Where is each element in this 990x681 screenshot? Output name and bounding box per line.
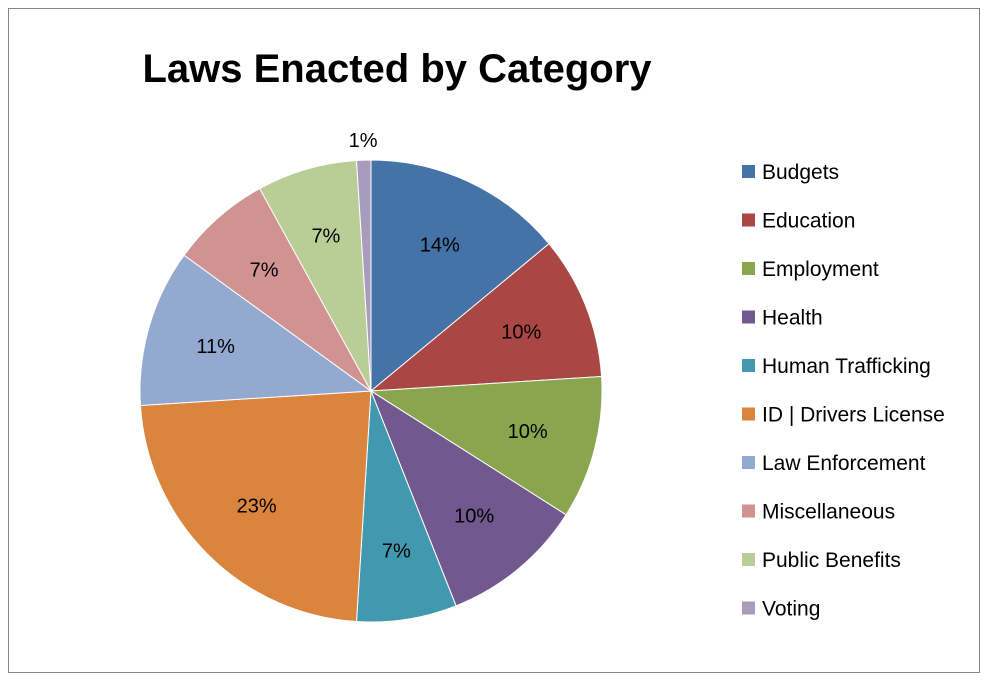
pie-slice-health [369, 389, 567, 607]
chart-frame: Laws Enacted by Category 14% 10% 10% 10% 7% 2… [8, 8, 980, 673]
pie-slice-employment [369, 375, 603, 516]
data-label-miscellaneous: 7% [250, 260, 279, 282]
pie-slice-voting [355, 159, 372, 392]
legend-swatch-budgets [742, 165, 755, 178]
legend-label-health: Health [762, 307, 823, 330]
legend-label-id-drivers-license: ID | Drivers License [762, 404, 945, 427]
legend-label-education: Education [762, 210, 855, 233]
data-label-id-drivers-license: 23% [237, 495, 277, 517]
pie-slice-id-drivers-license [139, 390, 372, 623]
legend-swatch-id-drivers-license [742, 407, 755, 421]
legend-swatch-health [742, 310, 755, 324]
pie-slice-human-trafficking [355, 390, 457, 623]
legend-label-public-benefits: Public Benefits [762, 549, 901, 572]
legend-swatch-education [742, 213, 755, 227]
data-label-law-enforcement: 11% [196, 336, 235, 358]
pie-slice-budgets [370, 159, 550, 393]
pie-slice-education [369, 243, 603, 392]
legend-swatch-miscellaneous [742, 504, 755, 518]
data-label-budgets: 14% [420, 235, 460, 257]
legend: Budgets Education Employment Health Human Tr… [742, 161, 945, 621]
data-label-voting: 1% [349, 130, 378, 152]
pie-slice-miscellaneous [183, 187, 372, 392]
legend-swatch-law-enforcement [742, 456, 755, 469]
legend-swatch-employment [742, 262, 755, 275]
pie-slice-public-benefits [259, 159, 372, 392]
legend-swatch-public-benefits [742, 553, 755, 566]
legend-swatch-voting [742, 601, 755, 615]
legend-swatch-human-trafficking [742, 359, 755, 372]
legend-label-employment: Employment [762, 258, 879, 281]
legend-label-budgets: Budgets [762, 161, 839, 184]
data-label-health: 10% [454, 506, 494, 528]
legend-label-miscellaneous: Miscellaneous [762, 501, 895, 524]
chart-title: Laws Enacted by Category [142, 47, 652, 91]
legend-label-human-trafficking: Human Trafficking [762, 355, 931, 378]
legend-label-voting: Voting [762, 598, 820, 621]
pie-chart: Laws Enacted by Category 14% 10% 10% 10% 7% 2… [139, 47, 945, 623]
pie-data-labels: 14% 10% 10% 10% 7% 23% 11% 7% 7% 1% [196, 130, 547, 563]
data-label-human-trafficking: 7% [382, 541, 411, 563]
pie-slice-law-enforcement [139, 254, 373, 407]
pie-slices [139, 159, 603, 623]
data-label-public-benefits: 7% [311, 226, 340, 248]
legend-label-law-enforcement: Law Enforcement [762, 452, 926, 475]
data-label-employment: 10% [508, 421, 548, 443]
data-label-education: 10% [501, 322, 541, 344]
